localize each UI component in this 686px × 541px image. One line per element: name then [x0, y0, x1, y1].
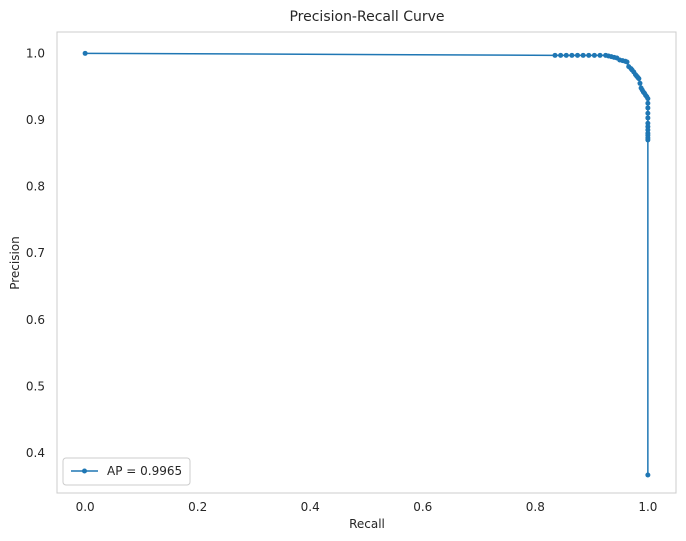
data-point [586, 52, 592, 58]
y-axis-ticks: 0.4 0.5 0.6 0.7 0.8 0.9 1.0 [26, 46, 45, 460]
legend-marker-sample [82, 468, 87, 474]
data-point [580, 52, 586, 58]
data-point [645, 96, 651, 102]
data-point [569, 52, 575, 58]
x-axis-ticks: 0.0 0.2 0.4 0.6 0.8 1.0 [76, 500, 658, 514]
data-point [645, 472, 651, 478]
data-point [645, 115, 651, 121]
data-point [636, 76, 642, 82]
data-point [645, 110, 651, 116]
x-tick-label: 0.8 [526, 500, 545, 514]
data-point [645, 100, 651, 106]
data-point [575, 52, 581, 58]
y-tick-label: 0.6 [26, 313, 45, 327]
data-point [82, 50, 88, 56]
plot-frame [56, 31, 677, 494]
x-tick-label: 0.6 [413, 500, 432, 514]
y-tick-label: 1.0 [26, 46, 45, 60]
data-point [645, 105, 651, 111]
data-point [591, 52, 597, 58]
legend: AP = 0.9965 [62, 457, 191, 486]
data-point [645, 137, 651, 143]
y-axis-label: Precision [8, 236, 22, 290]
y-tick-label: 0.7 [26, 246, 45, 260]
x-tick-label: 1.0 [638, 500, 657, 514]
y-tick-label: 0.4 [26, 446, 45, 460]
chart-title: Precision-Recall Curve [289, 9, 444, 25]
x-axis-label: Recall [349, 517, 385, 531]
legend-label: AP = 0.9965 [107, 464, 182, 478]
x-tick-label: 0.0 [76, 500, 95, 514]
y-tick-label: 0.9 [26, 113, 45, 127]
data-point [558, 52, 564, 58]
x-tick-label: 0.2 [188, 500, 207, 514]
legend-box [62, 457, 191, 486]
plot-area [56, 31, 677, 494]
data-point [637, 80, 643, 86]
data-point [563, 52, 569, 58]
series-layer [82, 50, 651, 478]
data-point [552, 52, 558, 58]
y-tick-label: 0.8 [26, 180, 45, 194]
y-tick-label: 0.5 [26, 379, 45, 393]
data-point [624, 59, 630, 65]
x-tick-label: 0.4 [301, 500, 320, 514]
data-point [597, 52, 603, 58]
